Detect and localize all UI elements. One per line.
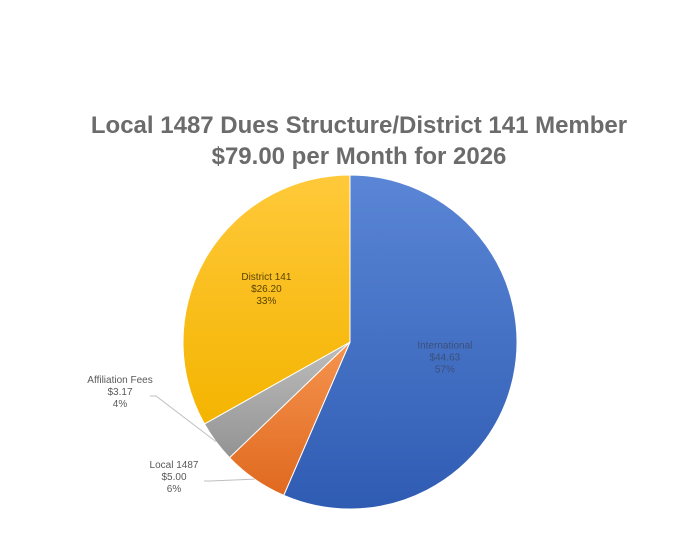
- slice-label-affiliation-fees-name: Affiliation Fees: [87, 375, 152, 386]
- chart-title-line-2: $79.00 per Month for 2026: [212, 143, 507, 170]
- pie-slice-district-141: [182, 174, 351, 425]
- pie-slice-international: [283, 174, 518, 510]
- slice-label-district-141-name: District 141: [241, 272, 291, 283]
- leader-line-local-1487: [204, 478, 255, 482]
- leader-lines: [150, 395, 255, 482]
- slice-label-local-1487-percent: 6%: [167, 484, 182, 495]
- slice-label-local-1487-name: Local 1487: [150, 460, 199, 471]
- slice-label-district-141-percent: 33%: [256, 296, 276, 307]
- slice-label-international-value: $44.63: [430, 353, 461, 364]
- slice-label-international-name: International: [417, 341, 472, 352]
- pie-slices: [182, 174, 518, 510]
- leader-line-affiliation-fees: [150, 395, 217, 443]
- chart-title-line-1: Local 1487 Dues Structure/District 141 M…: [91, 112, 627, 139]
- slice-label-local-1487-value: $5.00: [161, 472, 186, 483]
- slice-label-district-141-value: $26.20: [251, 284, 282, 295]
- slice-label-affiliation-fees-percent: 4%: [113, 399, 128, 410]
- slice-label-international-percent: 57%: [435, 365, 455, 376]
- slice-label-affiliation-fees-value: $3.17: [107, 387, 132, 398]
